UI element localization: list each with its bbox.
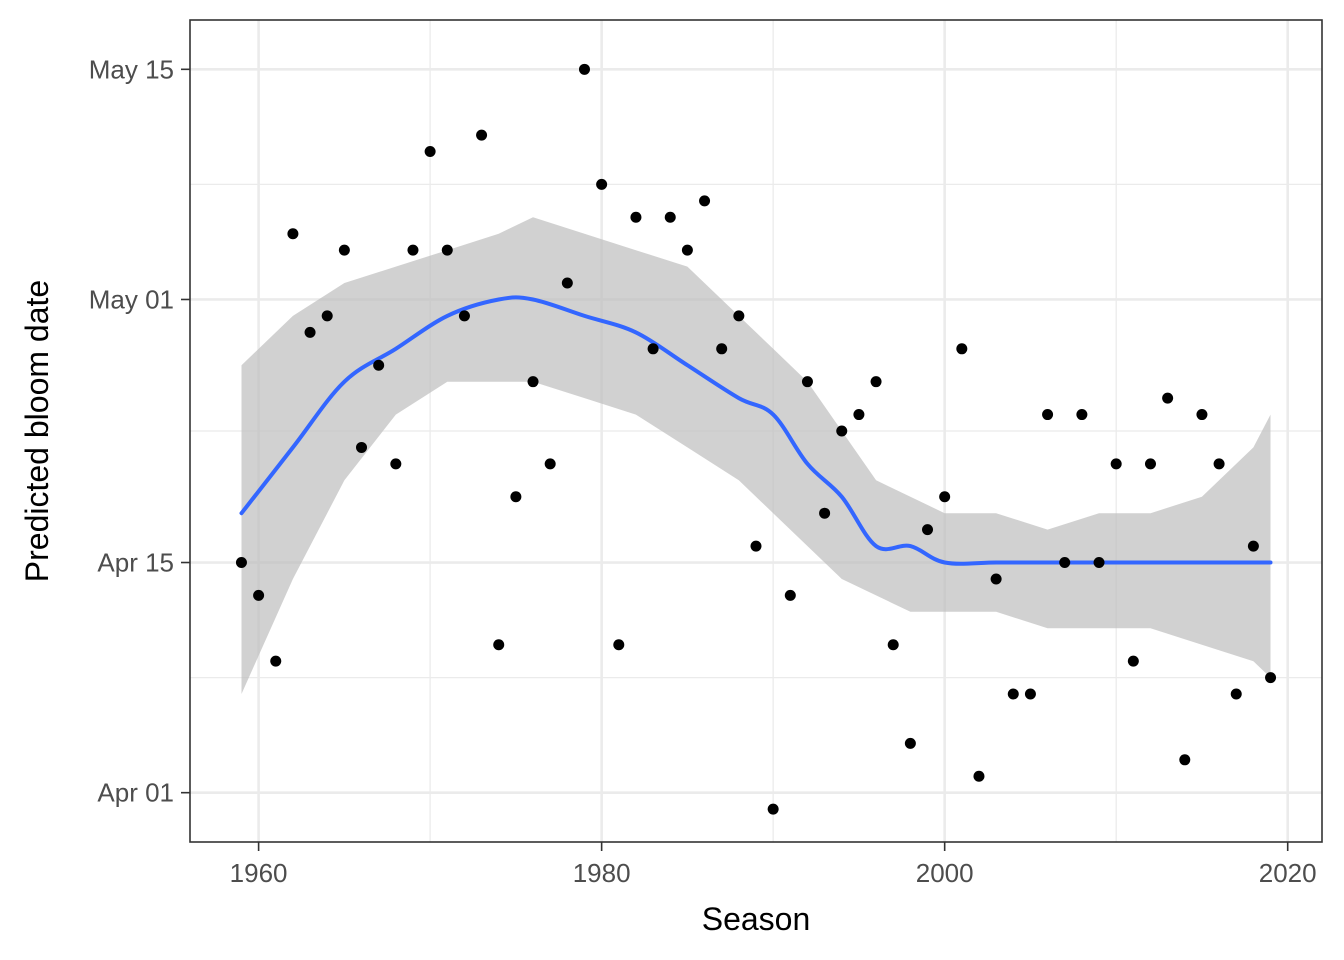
data-point bbox=[801, 376, 813, 388]
data-point bbox=[904, 737, 916, 749]
data-point bbox=[699, 195, 711, 207]
data-point bbox=[630, 211, 642, 223]
data-point bbox=[613, 639, 625, 651]
data-point bbox=[270, 655, 282, 667]
data-point bbox=[784, 589, 796, 601]
data-point bbox=[1213, 458, 1225, 470]
y-tick-label: May 01 bbox=[89, 284, 174, 314]
data-point bbox=[1179, 754, 1191, 766]
data-point bbox=[664, 211, 676, 223]
data-point bbox=[853, 409, 865, 421]
data-point bbox=[819, 507, 831, 519]
y-axis-title: Predicted bloom date bbox=[19, 280, 55, 582]
data-point bbox=[510, 491, 522, 503]
data-point bbox=[253, 589, 265, 601]
data-point bbox=[1093, 557, 1105, 569]
data-point bbox=[973, 770, 985, 782]
gridlines bbox=[190, 20, 1322, 842]
axes: 1960 1980 2000 2020 Apr 01 Apr 15 May 01 May 15 bbox=[89, 54, 1317, 888]
data-point bbox=[1059, 557, 1071, 569]
data-point bbox=[1024, 688, 1036, 700]
data-point bbox=[561, 277, 573, 289]
data-point bbox=[870, 376, 882, 388]
x-axis-title: Season bbox=[702, 901, 811, 937]
data-point bbox=[458, 310, 470, 322]
data-points bbox=[235, 63, 1277, 815]
data-point bbox=[922, 524, 934, 536]
data-point bbox=[321, 310, 333, 322]
data-point bbox=[1144, 458, 1156, 470]
data-point bbox=[476, 129, 488, 141]
data-point bbox=[1127, 655, 1139, 667]
data-point bbox=[1076, 409, 1088, 421]
data-point bbox=[304, 326, 316, 338]
data-point bbox=[990, 573, 1002, 585]
data-point bbox=[356, 441, 368, 453]
x-tick-label: 1980 bbox=[573, 858, 631, 888]
data-point bbox=[836, 425, 848, 437]
y-tick-label: Apr 01 bbox=[97, 778, 174, 808]
data-point bbox=[767, 803, 779, 815]
data-point bbox=[956, 343, 968, 355]
data-point bbox=[1007, 688, 1019, 700]
data-point bbox=[1162, 392, 1174, 404]
data-point bbox=[407, 244, 419, 256]
x-tick-label: 1960 bbox=[230, 858, 288, 888]
data-point bbox=[1196, 409, 1208, 421]
data-point bbox=[647, 343, 659, 355]
data-point bbox=[527, 376, 539, 388]
data-point bbox=[578, 63, 590, 75]
data-point bbox=[493, 639, 505, 651]
x-tick-label: 2020 bbox=[1259, 858, 1317, 888]
y-tick-label: Apr 15 bbox=[97, 548, 174, 578]
data-point bbox=[939, 491, 951, 503]
data-point bbox=[338, 244, 350, 256]
data-point bbox=[1247, 540, 1259, 552]
y-tick-label: May 15 bbox=[89, 54, 174, 84]
confidence-band-layer bbox=[241, 217, 1271, 695]
data-point bbox=[750, 540, 762, 552]
data-point bbox=[424, 146, 436, 158]
data-point bbox=[681, 244, 693, 256]
data-point bbox=[733, 310, 745, 322]
data-point bbox=[1042, 409, 1054, 421]
data-point bbox=[716, 343, 728, 355]
panel-border bbox=[189, 19, 1323, 843]
data-point bbox=[544, 458, 556, 470]
data-point bbox=[1110, 458, 1122, 470]
data-point bbox=[887, 639, 899, 651]
data-point bbox=[441, 244, 453, 256]
data-point bbox=[1265, 672, 1277, 684]
data-point bbox=[287, 228, 299, 240]
confidence-band bbox=[241, 217, 1271, 695]
x-tick-label: 2000 bbox=[916, 858, 974, 888]
data-point bbox=[1230, 688, 1242, 700]
data-point bbox=[235, 557, 247, 569]
data-point bbox=[373, 359, 385, 371]
data-point bbox=[596, 178, 608, 190]
data-point bbox=[390, 458, 402, 470]
